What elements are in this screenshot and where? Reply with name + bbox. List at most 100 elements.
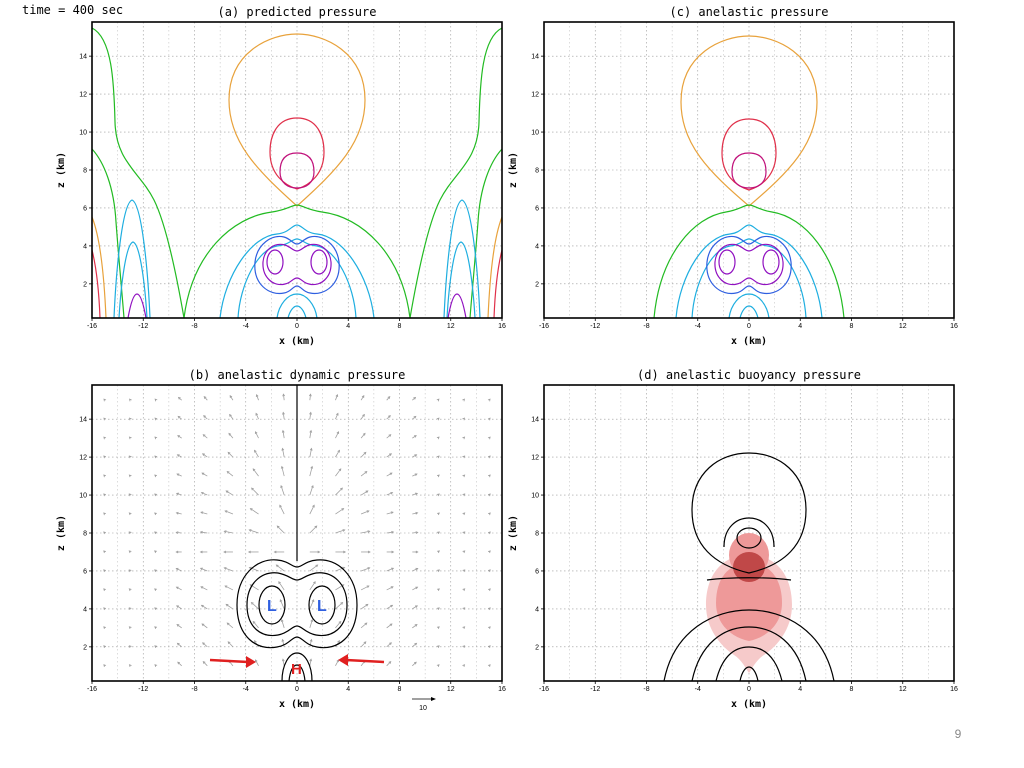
wind-vector-head: [487, 531, 491, 535]
contour-cyan-right-lobe-outer: [443, 199, 481, 319]
wind-vector: [360, 433, 366, 439]
wind-vector-head: [247, 550, 251, 554]
wind-vector-head: [338, 468, 342, 472]
wind-vector-head: [223, 530, 227, 533]
wind-vector-head: [363, 451, 367, 455]
wind-vector: [360, 490, 369, 496]
wind-vector-head: [343, 550, 347, 554]
contour-orange-dome: [680, 35, 818, 207]
wind-vector-head: [282, 393, 286, 397]
wind-vector-head: [154, 455, 158, 459]
wind-vector: [386, 434, 392, 439]
wind-vector-head: [175, 567, 179, 571]
wind-vector: [386, 472, 393, 477]
wind-vector-head: [226, 470, 230, 474]
panel-b-ticks: -16 -12 -8 -4 0 4 8 12 16 2 4 6 8 10 12 14: [79, 417, 506, 693]
x-tick-label: -12: [138, 323, 148, 330]
contour-cyan-outer: [675, 224, 823, 319]
wind-vector: [202, 661, 208, 667]
panel-a-xlabel: x (km): [279, 336, 315, 347]
wind-vector-head: [390, 586, 394, 589]
panel-a-ylabel: z (km): [56, 152, 67, 188]
wind-vector-head: [388, 434, 392, 437]
wind-vector-head: [335, 412, 339, 416]
wind-vector: [309, 619, 313, 628]
wind-vector-head: [201, 472, 205, 476]
x-tick-label: 8: [398, 686, 402, 693]
wind-vector-head: [175, 531, 179, 534]
wind-vector: [335, 567, 345, 572]
wind-vector: [227, 641, 234, 648]
wind-vector-head: [487, 493, 491, 497]
wind-vector-head: [154, 645, 158, 649]
panel-c-xlabel: x (km): [731, 336, 767, 347]
wind-vector: [386, 623, 393, 629]
wind-vector-head: [254, 449, 257, 453]
wind-vector: [201, 472, 208, 477]
wind-vector-head: [203, 395, 207, 399]
wind-vector-head: [202, 434, 206, 437]
wind-vector-head: [103, 607, 107, 611]
wind-vector: [360, 530, 370, 534]
wind-vector-head: [390, 511, 394, 515]
wind-vector: [283, 394, 285, 401]
wind-vector: [360, 471, 368, 477]
wind-vector-head: [436, 626, 440, 630]
wind-vector-head: [103, 645, 107, 649]
wind-vector-head: [128, 493, 132, 497]
x-tick-label: -4: [695, 323, 701, 330]
wind-vector-head: [340, 601, 344, 605]
wind-vector-head: [342, 529, 346, 532]
wind-vector: [200, 567, 208, 572]
wind-vector-head: [226, 622, 230, 626]
wind-vector-head: [462, 455, 466, 459]
panel-a-predicted-pressure: (a) predicted pressure: [56, 5, 506, 347]
wind-vector: [360, 510, 370, 515]
x-tick-label: 4: [346, 323, 350, 330]
wind-vector-head: [177, 396, 181, 400]
wind-vector: [386, 661, 392, 667]
contour-purple-ring: [714, 243, 784, 286]
contour-cyan-mid: [691, 238, 807, 319]
wind-vector-head: [436, 645, 440, 649]
wind-vector: [309, 448, 312, 458]
wind-vector-head: [462, 398, 465, 402]
wind-vector-head: [309, 447, 313, 451]
wind-vector-head: [413, 396, 417, 400]
y-tick-label: 2: [535, 644, 539, 651]
wind-vector-head: [128, 645, 132, 649]
wind-vector: [335, 659, 339, 667]
wind-vector-head: [252, 620, 256, 624]
x-tick-label: 0: [747, 686, 751, 693]
wind-vector-head: [280, 484, 283, 488]
right-convergence-arrow: [338, 654, 385, 666]
wind-vector-head: [154, 550, 157, 554]
wind-vector-head: [312, 504, 315, 508]
wind-vector: [335, 529, 345, 534]
buoyancy-fill-dark: [733, 552, 765, 582]
contour-lower-dome-mid: [691, 626, 807, 682]
wind-vector-head: [202, 661, 206, 664]
panel-a-contours: [91, 27, 503, 319]
wind-vector-head: [362, 413, 365, 417]
wind-vector-head: [310, 465, 314, 469]
wind-vector-head: [388, 415, 391, 418]
wind-vector-head: [436, 455, 440, 459]
contour-purple-right-cell: [310, 249, 328, 275]
y-tick-label: 6: [83, 568, 87, 575]
wind-vector: [176, 532, 182, 534]
wind-vector: [227, 452, 234, 458]
wind-vector: [224, 567, 234, 572]
wind-vector-head: [281, 429, 285, 433]
wind-vector-head: [200, 491, 204, 495]
wind-vector-head: [367, 567, 371, 570]
wind-vector: [226, 471, 234, 477]
y-tick-label: 6: [83, 205, 87, 212]
wind-vector-head: [340, 487, 343, 491]
wind-vector-head: [278, 581, 281, 584]
wind-vector: [412, 605, 418, 610]
wind-vector: [360, 622, 368, 629]
wind-vector-head: [128, 474, 132, 478]
y-tick-label: 12: [79, 455, 87, 462]
wind-vector-head: [223, 567, 227, 570]
